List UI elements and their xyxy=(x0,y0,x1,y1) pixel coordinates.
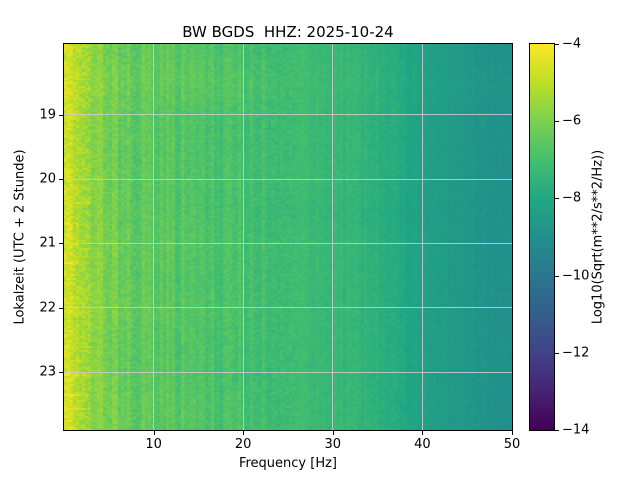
colorbar-label: Log10(Sqrt(m**2/s**2/Hz)) xyxy=(590,149,606,325)
colorbar-tick-label: −4 xyxy=(562,36,582,52)
y-tick-mark xyxy=(59,307,63,309)
chart-title: BW BGDS HHZ: 2025-10-24 xyxy=(182,23,394,41)
colorbar-tick-mark xyxy=(555,44,559,45)
colorbar-gradient-canvas xyxy=(530,44,554,430)
colorbar-tick-label: −14 xyxy=(562,422,590,438)
y-tick-label: 21 xyxy=(39,235,56,251)
colorbar-tick-label: −8 xyxy=(562,190,582,206)
y-tick-label: 22 xyxy=(39,300,56,316)
colorbar-tick-mark xyxy=(555,198,559,200)
colorbar-tick-mark xyxy=(555,275,559,277)
spectrogram-heatmap-canvas xyxy=(64,44,512,430)
gridline-horizontal xyxy=(64,371,512,373)
y-tick-mark xyxy=(59,114,63,116)
x-tick-mark xyxy=(332,431,334,435)
x-tick-label: 30 xyxy=(324,437,342,452)
plot-area xyxy=(64,44,513,430)
gridline-horizontal xyxy=(64,242,512,244)
x-tick-mark xyxy=(153,431,155,435)
y-axis-label: Lokalzeit (UTC + 2 Stunde) xyxy=(12,149,28,325)
x-tick-mark xyxy=(243,431,245,435)
y-tick-mark xyxy=(59,243,63,245)
gridline-vertical xyxy=(153,44,155,430)
colorbar-tick-mark xyxy=(555,121,559,123)
colorbar-tick-mark xyxy=(555,430,559,431)
x-tick-label: 20 xyxy=(234,437,252,452)
gridline-horizontal xyxy=(64,307,512,309)
gridline-horizontal xyxy=(64,114,512,116)
gridline-horizontal xyxy=(64,178,512,180)
y-tick-label: 23 xyxy=(39,364,56,380)
x-tick-mark xyxy=(422,431,424,435)
y-tick-label: 20 xyxy=(39,171,56,187)
x-tick-label: 10 xyxy=(145,437,162,452)
x-tick-label: 40 xyxy=(414,437,431,452)
x-tick-mark xyxy=(512,431,513,435)
colorbar-tick-label: −6 xyxy=(562,113,582,129)
colorbar-tick-label: −10 xyxy=(562,268,590,284)
x-tick-label: 50 xyxy=(503,437,521,452)
y-tick-mark xyxy=(59,372,63,374)
colorbar-tick-mark xyxy=(555,352,559,354)
colorbar-tick-label: −12 xyxy=(562,345,590,361)
gridline-vertical xyxy=(332,44,334,430)
y-tick-label: 19 xyxy=(39,107,56,123)
gridline-vertical xyxy=(421,44,423,430)
gridline-vertical xyxy=(242,44,244,430)
colorbar xyxy=(530,44,554,430)
x-axis-label: Frequency [Hz] xyxy=(238,456,338,471)
y-tick-mark xyxy=(59,179,63,181)
